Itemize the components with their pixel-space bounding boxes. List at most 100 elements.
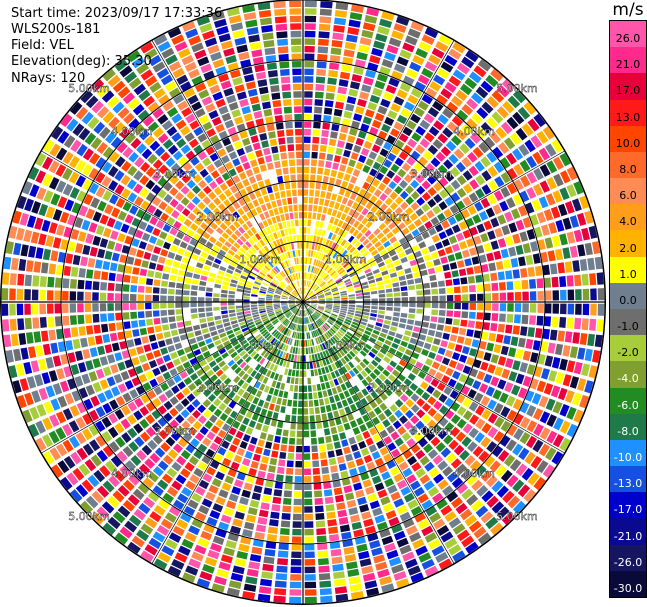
velocity-gate: [158, 393, 168, 403]
velocity-gate: [196, 15, 211, 26]
velocity-gate: [185, 271, 193, 278]
velocity-gate: [386, 306, 393, 311]
velocity-gate: [280, 229, 285, 237]
velocity-gate: [304, 98, 313, 106]
velocity-gate: [201, 498, 213, 508]
velocity-gate: [285, 121, 293, 129]
velocity-gate: [82, 428, 93, 441]
velocity-gate: [273, 299, 280, 301]
velocity-gate: [257, 325, 265, 331]
velocity-gate: [84, 291, 92, 301]
velocity-gate: [279, 359, 284, 366]
velocity-gate: [287, 337, 291, 345]
velocity-gate: [318, 436, 325, 444]
velocity-gate: [227, 126, 237, 136]
velocity-gate: [199, 23, 213, 33]
velocity-gate: [350, 324, 358, 329]
velocity-gate: [260, 204, 267, 212]
velocity-gate: [449, 390, 459, 400]
velocity-gate: [384, 258, 392, 265]
velocity-gate: [421, 67, 434, 79]
velocity-gate: [292, 68, 302, 76]
velocity-gate: [206, 466, 216, 476]
velocity-gate: [559, 276, 567, 287]
velocity-gate: [393, 217, 402, 225]
velocity-gate: [35, 247, 44, 259]
velocity-gate: [333, 571, 345, 579]
velocity-gate: [265, 303, 273, 306]
velocity-gate: [308, 242, 312, 250]
velocity-gate: [124, 265, 133, 274]
velocity-gate: [266, 226, 272, 234]
velocity-gate: [71, 390, 82, 402]
velocity-gate: [495, 261, 504, 270]
velocity-gate: [188, 35, 202, 46]
velocity-gate: [134, 365, 144, 375]
velocity-gate: [289, 384, 294, 392]
velocity-gate: [160, 302, 167, 309]
velocity-gate: [481, 422, 492, 434]
velocity-gate: [134, 229, 144, 239]
velocity-gate: [198, 505, 210, 515]
velocity-gate: [260, 187, 268, 196]
velocity-gate: [341, 415, 349, 424]
velocity-gate: [371, 47, 383, 57]
velocity-gate: [122, 146, 134, 158]
velocity-gate: [276, 287, 283, 292]
velocity-gate: [539, 164, 551, 177]
velocity-gate: [279, 254, 285, 261]
velocity-gate: [348, 257, 356, 264]
velocity-gate: [379, 402, 388, 411]
velocity-gate: [144, 544, 158, 556]
velocity-gate: [212, 535, 225, 546]
velocity-gate: [315, 268, 320, 275]
velocity-gate: [227, 265, 235, 271]
velocity-gate: [24, 303, 31, 315]
velocity-gate: [239, 321, 246, 326]
velocity-gate: [382, 253, 390, 261]
velocity-gate: [298, 257, 301, 264]
velocity-gate: [139, 406, 150, 417]
velocity-gate: [506, 313, 514, 323]
velocity-gate: [447, 216, 457, 226]
velocity-gate: [391, 146, 401, 156]
velocity-gate: [147, 471, 159, 483]
velocity-gate: [353, 283, 361, 288]
velocity-gate: [128, 474, 140, 486]
velocity-gate: [300, 287, 303, 294]
velocity-gate: [484, 136, 496, 149]
velocity-gate: [418, 334, 427, 341]
velocity-gate: [281, 198, 287, 206]
velocity-gate: [566, 166, 578, 181]
velocity-gate: [208, 272, 217, 278]
velocity-gate: [253, 244, 260, 251]
velocity-gate: [328, 318, 334, 324]
velocity-gate: [341, 157, 349, 165]
velocity-gate: [455, 502, 468, 515]
velocity-gate: [237, 207, 245, 216]
velocity-gate: [324, 496, 334, 504]
velocity-gate: [113, 470, 126, 482]
velocity-gate: [551, 451, 564, 465]
velocity-gate: [271, 329, 278, 335]
velocity-gate: [218, 249, 227, 256]
velocity-gate: [492, 303, 499, 311]
velocity-gate: [293, 498, 302, 506]
velocity-gate: [277, 550, 289, 558]
velocity-gate: [314, 276, 319, 283]
velocity-gate: [468, 165, 479, 177]
velocity-gate: [349, 326, 357, 332]
velocity-gate: [365, 158, 374, 167]
velocity-gate: [384, 207, 393, 216]
velocity-gate: [311, 437, 318, 445]
velocity-gate: [373, 228, 381, 236]
velocity-gate: [465, 50, 479, 63]
velocity-gate: [424, 61, 438, 72]
velocity-gate: [292, 362, 297, 369]
velocity-gate: [579, 258, 588, 271]
velocity-gate: [533, 113, 546, 128]
velocity-gate: [145, 166, 156, 178]
velocity-gate: [250, 340, 258, 347]
velocity-gate: [418, 241, 427, 249]
velocity-gate: [117, 485, 130, 497]
